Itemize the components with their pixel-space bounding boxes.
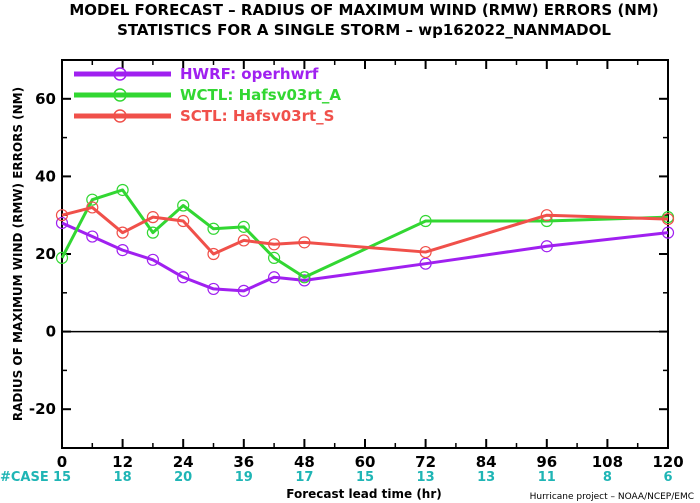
data-point bbox=[146, 226, 159, 239]
case-count: 17 bbox=[295, 470, 313, 485]
case-count: 18 bbox=[114, 470, 132, 485]
data-point bbox=[86, 230, 99, 243]
y-axis-ticks: -20 0 20 40 60 bbox=[29, 59, 668, 449]
data-point bbox=[268, 251, 281, 264]
data-point bbox=[419, 257, 432, 270]
legend-marker bbox=[113, 67, 127, 81]
y-axis-label: RADIUS OF MAXIMUM WIND (RMW) ERRORS (NM) bbox=[11, 87, 25, 421]
data-point bbox=[540, 209, 553, 222]
y-tick-label: 0 bbox=[46, 323, 56, 341]
data-point bbox=[661, 226, 675, 239]
x-tick-label: 0 bbox=[57, 453, 67, 471]
x-tick-label: 84 bbox=[476, 453, 497, 471]
case-count: 15 bbox=[53, 470, 71, 485]
legend: HWRF: operhwrf WCTL: Hafsv03rt_A SCTL: Haf… bbox=[74, 65, 341, 125]
chart-title-line2: STATISTICS FOR A SINGLE STORM – wp162022… bbox=[117, 21, 611, 39]
data-point bbox=[268, 238, 281, 251]
legend-label: WCTL: Hafsv03rt_A bbox=[180, 86, 341, 104]
data-point bbox=[419, 245, 432, 259]
data-point bbox=[177, 214, 190, 228]
data-point bbox=[116, 183, 129, 197]
data-point bbox=[116, 226, 129, 239]
data-point bbox=[55, 209, 69, 222]
y-tick-label: 40 bbox=[35, 167, 56, 185]
case-count: 8 bbox=[603, 470, 612, 485]
data-point bbox=[237, 220, 250, 233]
data-point bbox=[86, 193, 99, 206]
x-tick-label: 60 bbox=[355, 453, 376, 471]
x-tick-label: 120 bbox=[652, 453, 683, 471]
x-tick-label: 12 bbox=[112, 453, 133, 471]
x-tick-label: 72 bbox=[415, 453, 436, 471]
data-point bbox=[207, 282, 220, 296]
data-point bbox=[55, 251, 69, 264]
data-point bbox=[207, 222, 220, 235]
x-tick-label: 96 bbox=[536, 453, 557, 471]
case-count: 19 bbox=[235, 470, 253, 485]
y-tick-label: -20 bbox=[29, 400, 56, 418]
data-point bbox=[86, 201, 99, 214]
legend-marker bbox=[113, 109, 127, 123]
legend-marker bbox=[113, 88, 127, 102]
case-count: 13 bbox=[477, 470, 495, 485]
legend-label: HWRF: operhwrf bbox=[180, 65, 319, 83]
data-point bbox=[298, 274, 311, 287]
data-point bbox=[177, 271, 190, 284]
data-point bbox=[55, 216, 69, 230]
case-count: 13 bbox=[417, 470, 435, 485]
data-point bbox=[268, 271, 281, 284]
series-lines bbox=[55, 183, 675, 297]
data-point bbox=[146, 211, 159, 224]
x-axis-ticks: 0 12 24 36 48 60 72 84 96 108 120 bbox=[57, 60, 684, 471]
x-tick-label: 24 bbox=[173, 453, 194, 471]
x-tick-label: 108 bbox=[592, 453, 623, 471]
data-point bbox=[540, 240, 553, 253]
case-count: 15 bbox=[356, 470, 374, 485]
case-label: #CASE bbox=[0, 470, 49, 485]
data-point bbox=[237, 284, 250, 297]
data-point bbox=[116, 244, 129, 257]
series-line-3 bbox=[61, 205, 669, 256]
data-point bbox=[419, 214, 432, 228]
x-axis-label: Forecast lead time (hr) bbox=[286, 487, 442, 501]
data-point bbox=[237, 234, 250, 247]
chart-title-line1: MODEL FORECAST – RADIUS OF MAXIMUM WIND … bbox=[69, 1, 658, 19]
data-point bbox=[177, 199, 190, 212]
data-point bbox=[207, 247, 220, 261]
credit-text: Hurricane project – NOAA/NCEP/EMC bbox=[530, 492, 694, 502]
x-tick-label: 48 bbox=[294, 453, 315, 471]
case-count: 6 bbox=[663, 470, 672, 485]
series-line-2 bbox=[60, 188, 669, 279]
data-point bbox=[146, 253, 159, 266]
data-point bbox=[298, 271, 311, 284]
data-point bbox=[661, 212, 675, 226]
legend-label: SCTL: Hafsv03rt_S bbox=[180, 107, 334, 125]
data-point bbox=[298, 236, 311, 249]
y-tick-label: 20 bbox=[35, 245, 56, 263]
case-count: 20 bbox=[174, 470, 192, 485]
case-counts: 15 18 20 19 17 15 13 13 11 8 6 bbox=[53, 470, 673, 485]
case-count: 11 bbox=[538, 470, 556, 485]
x-tick-label: 36 bbox=[233, 453, 254, 471]
y-tick-label: 60 bbox=[35, 90, 56, 108]
